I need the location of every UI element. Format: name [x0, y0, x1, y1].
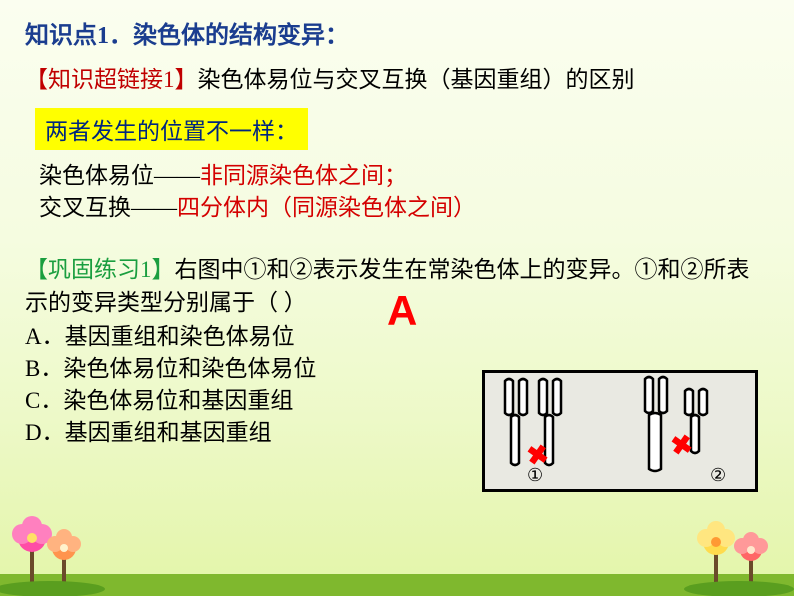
hyperlink-text: 染色体易位与交叉互换（基因重组）的区别 — [198, 67, 635, 92]
hyperlink-line: 【知识超链接1】染色体易位与交叉互换（基因重组）的区别 — [25, 60, 769, 94]
practice-block: 【巩固练习1】右图中①和②表示发生在常染色体上的变异。①和②所表示的变异类型分别… — [25, 254, 769, 449]
explain-2a: 交叉互换—— — [39, 195, 177, 220]
knowledge-point-title: 知识点1．染色体的结构变异： — [25, 15, 769, 50]
explanation-block: 染色体易位——非同源染色体之间； 交叉互换——四分体内（同源染色体之间） — [39, 160, 769, 224]
explain-1b: 非同源染色体之间； — [200, 163, 407, 188]
explain-2b: 四分体内（同源染色体之间） — [177, 195, 476, 220]
hyperlink-bracket: 【知识超链接1】 — [25, 67, 198, 92]
highlight-box: 两者发生的位置不一样： — [35, 108, 308, 150]
option-c: C．染色体易位和基因重组 — [25, 385, 769, 417]
option-b: B．染色体易位和染色体易位 — [25, 353, 769, 385]
answer-letter: A — [387, 282, 417, 341]
practice-bracket: 【巩固练习1】 — [25, 257, 175, 282]
diagram-label-2: ② — [710, 465, 726, 486]
diagram-label-1: ① — [527, 465, 543, 486]
explain-1a: 染色体易位—— — [39, 163, 200, 188]
option-d: D．基因重组和基因重组 — [25, 417, 769, 449]
flower-right-icon — [674, 486, 794, 596]
flower-left-icon — [0, 486, 120, 596]
